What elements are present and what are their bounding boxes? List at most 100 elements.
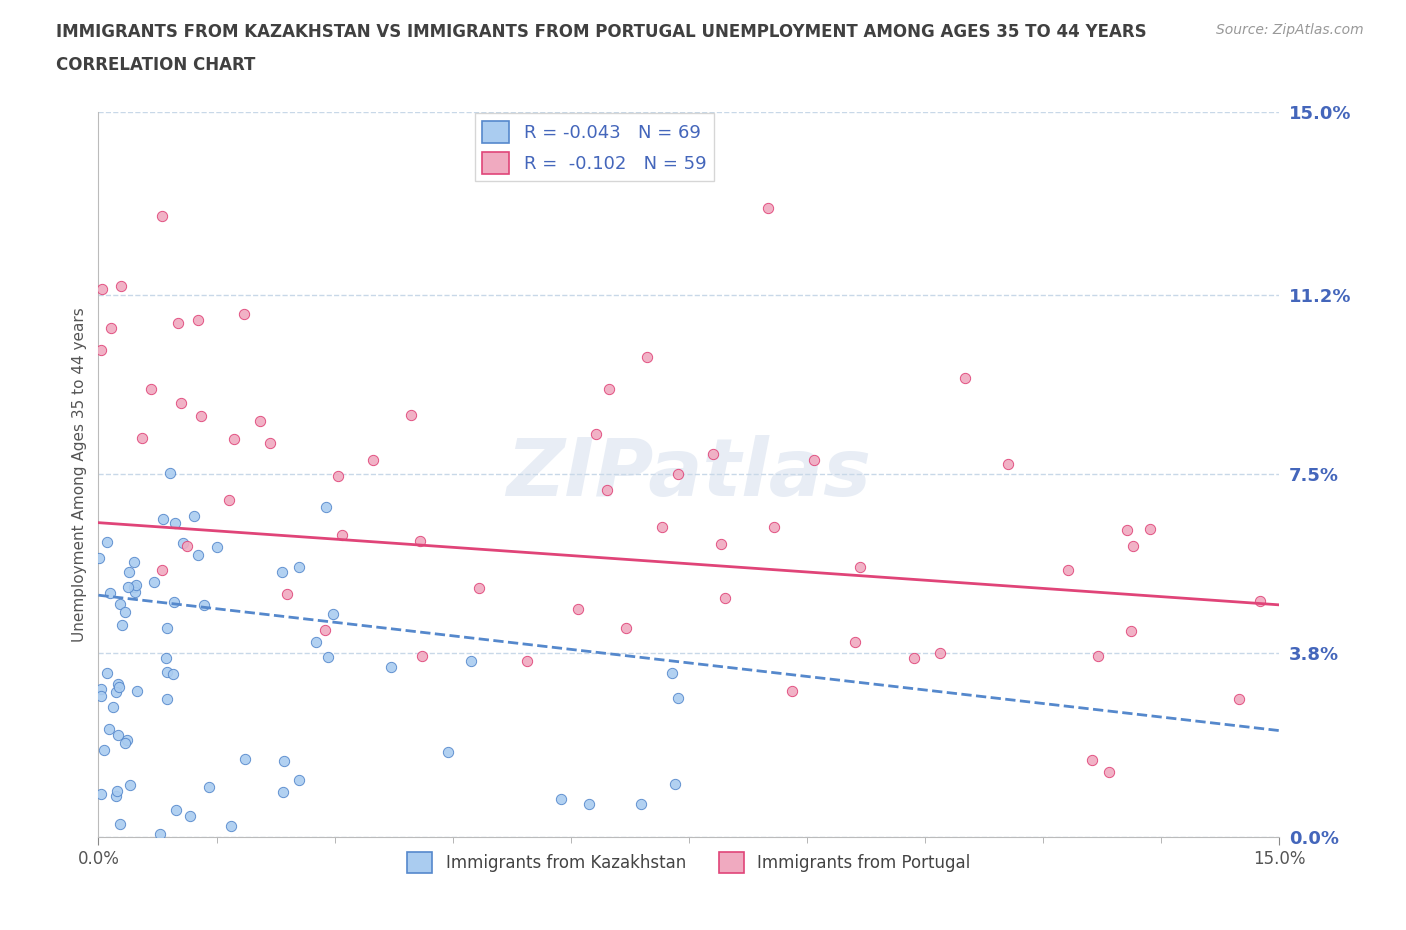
Point	[928, 645, 950, 660]
Point	[107, 677, 129, 692]
Point	[107, 727, 129, 742]
Point	[844, 635, 866, 650]
Point	[90, 689, 112, 704]
Point	[108, 817, 131, 831]
Point	[596, 483, 619, 498]
Point	[651, 520, 673, 535]
Point	[156, 620, 179, 635]
Point	[1122, 538, 1144, 553]
Point	[1057, 563, 1080, 578]
Point	[399, 407, 422, 422]
Point	[233, 307, 256, 322]
Point	[156, 691, 179, 706]
Point	[1227, 691, 1250, 706]
Point	[270, 565, 292, 579]
Point	[598, 381, 620, 396]
Point	[115, 733, 138, 748]
Point	[139, 381, 162, 396]
Point	[193, 597, 215, 612]
Point	[117, 579, 139, 594]
Point	[288, 560, 311, 575]
Point	[219, 818, 242, 833]
Point	[108, 596, 131, 611]
Point	[176, 538, 198, 553]
Point	[803, 453, 825, 468]
Point	[114, 604, 136, 619]
Point	[187, 548, 209, 563]
Point	[276, 587, 298, 602]
Point	[326, 469, 349, 484]
Point	[183, 509, 205, 524]
Point	[205, 539, 228, 554]
Point	[516, 654, 538, 669]
Point	[218, 492, 240, 507]
Point	[105, 783, 128, 798]
Point	[131, 431, 153, 445]
Point	[120, 777, 142, 792]
Point	[1119, 624, 1142, 639]
Point	[150, 563, 173, 578]
Text: ZIPatlas: ZIPatlas	[506, 435, 872, 513]
Point	[190, 408, 212, 423]
Point	[90, 343, 112, 358]
Point	[89, 551, 111, 565]
Point	[780, 684, 803, 698]
Point	[155, 650, 177, 665]
Point	[114, 735, 136, 750]
Point	[1097, 764, 1119, 779]
Point	[249, 414, 271, 429]
Point	[118, 565, 141, 580]
Point	[578, 797, 600, 812]
Point	[666, 690, 689, 705]
Point	[616, 621, 638, 636]
Point	[179, 808, 201, 823]
Point	[710, 537, 733, 551]
Point	[1087, 648, 1109, 663]
Point	[150, 208, 173, 223]
Point	[468, 580, 491, 595]
Point	[550, 791, 572, 806]
Point	[103, 699, 125, 714]
Point	[165, 803, 187, 817]
Point	[666, 467, 689, 482]
Point	[1081, 752, 1104, 767]
Point	[122, 579, 145, 594]
Y-axis label: Unemployment Among Ages 35 to 44 years: Unemployment Among Ages 35 to 44 years	[72, 307, 87, 642]
Point	[104, 789, 127, 804]
Point	[187, 312, 209, 327]
Point	[165, 515, 187, 530]
Point	[567, 601, 589, 616]
Point	[125, 578, 148, 592]
Point	[233, 751, 256, 766]
Point	[167, 316, 190, 331]
Point	[100, 321, 122, 336]
Point	[111, 618, 134, 632]
Point	[98, 722, 121, 737]
Point	[585, 427, 607, 442]
Point	[849, 559, 872, 574]
Point	[224, 432, 246, 446]
Point	[1249, 593, 1271, 608]
Point	[96, 665, 118, 680]
Point	[714, 591, 737, 605]
Point	[142, 575, 165, 590]
Point	[98, 586, 121, 601]
Point	[96, 535, 118, 550]
Point	[361, 453, 384, 468]
Point	[259, 435, 281, 450]
Point	[636, 350, 658, 365]
Point	[997, 457, 1019, 472]
Point	[124, 585, 146, 600]
Point	[409, 534, 432, 549]
Point	[380, 660, 402, 675]
Point	[93, 743, 115, 758]
Point	[702, 446, 724, 461]
Point	[460, 654, 482, 669]
Text: Source: ZipAtlas.com: Source: ZipAtlas.com	[1216, 23, 1364, 37]
Point	[198, 780, 221, 795]
Point	[315, 499, 337, 514]
Point	[756, 201, 779, 216]
Point	[630, 797, 652, 812]
Point	[664, 777, 686, 791]
Point	[661, 666, 683, 681]
